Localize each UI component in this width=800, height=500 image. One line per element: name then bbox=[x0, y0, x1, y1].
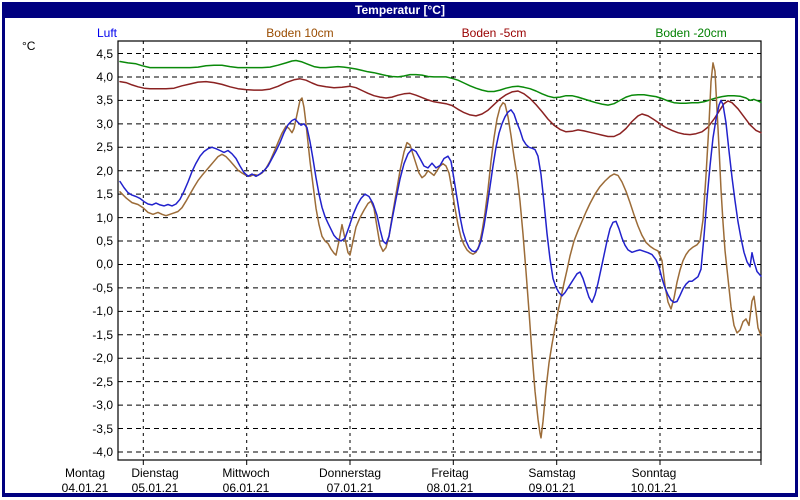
y-axis-tick-label: -4,0 bbox=[92, 444, 113, 459]
chart-legend: Luft Boden 10cm Boden -5cm Boden -20cm bbox=[0, 26, 800, 41]
series-line-boden-10cm bbox=[119, 62, 762, 439]
x-axis-date-label: 05.01.21 bbox=[131, 481, 179, 495]
window-title-bar: Temperatur [°C] bbox=[2, 2, 798, 18]
y-axis-tick-label: 1,5 bbox=[96, 187, 113, 202]
legend-item-boden-20cm: Boden -20cm bbox=[655, 26, 727, 40]
series-line-boden-5cm bbox=[119, 78, 762, 138]
y-axis-tick-label: 4,0 bbox=[96, 69, 113, 84]
x-axis-date-label: 04.01.21 bbox=[61, 481, 109, 495]
y-axis-tick-label: -3,5 bbox=[92, 421, 113, 436]
x-axis-day-label: Samstag bbox=[528, 466, 576, 480]
x-axis-date-label: 09.01.21 bbox=[528, 481, 576, 495]
x-axis-day-label: Mittwoch bbox=[222, 466, 270, 480]
y-axis-unit-label: °C bbox=[22, 39, 36, 53]
x-axis-day-label: Donnerstag bbox=[318, 466, 382, 480]
y-axis-tick-label: 2,5 bbox=[96, 140, 113, 155]
series-line-luft bbox=[119, 99, 762, 304]
y-axis-tick-label: -3,0 bbox=[92, 398, 113, 413]
window-border-right bbox=[795, 18, 798, 494]
series-line-boden-20cm bbox=[119, 59, 762, 106]
y-axis-tick-label: 0,0 bbox=[96, 257, 113, 272]
x-axis-date-label: 10.01.21 bbox=[630, 481, 678, 495]
y-axis-tick-label: 1,0 bbox=[96, 210, 113, 225]
legend-item-luft: Luft bbox=[96, 26, 118, 40]
y-axis-tick-label: 2,0 bbox=[96, 163, 113, 178]
legend-item-boden-5cm: Boden -5cm bbox=[461, 26, 527, 40]
x-axis-day-label: Sonntag bbox=[631, 466, 677, 480]
y-axis-tick-label: -2,0 bbox=[92, 351, 113, 366]
window-border-bottom bbox=[2, 493, 798, 497]
plot-border bbox=[117, 40, 762, 461]
y-axis-tick-label: 3,0 bbox=[96, 116, 113, 131]
x-axis-day-label: Montag bbox=[64, 466, 106, 480]
y-axis-tick-label: -2,5 bbox=[92, 374, 113, 389]
y-axis-tick-label: -1,0 bbox=[92, 304, 113, 319]
x-axis-day-label: Freitag bbox=[431, 466, 469, 480]
x-axis-date-label: 07.01.21 bbox=[326, 481, 374, 495]
window-title: Temperatur [°C] bbox=[355, 3, 445, 17]
y-axis-tick-label: 3,5 bbox=[96, 93, 113, 108]
y-axis-tick-label: 4,5 bbox=[96, 46, 113, 61]
x-axis-date-label: 06.01.21 bbox=[222, 481, 270, 495]
y-axis-tick-label: 0,5 bbox=[96, 234, 113, 249]
x-axis-day-label: Dienstag bbox=[131, 466, 179, 480]
y-axis-tick-label: -0,5 bbox=[92, 280, 113, 295]
window-border-left bbox=[2, 18, 5, 494]
x-axis-date-label: 08.01.21 bbox=[426, 481, 474, 495]
y-axis-tick-label: -1,5 bbox=[92, 327, 113, 342]
legend-item-boden-10cm: Boden 10cm bbox=[266, 26, 334, 40]
